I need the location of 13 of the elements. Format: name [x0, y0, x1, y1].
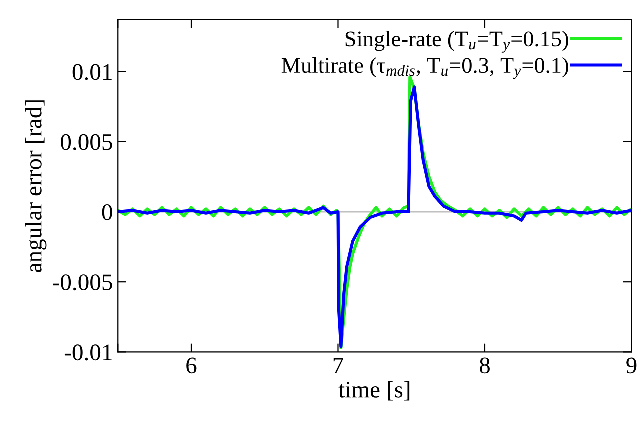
x-tick-label: 6 [186, 358, 197, 374]
legend-label: Multirate (τ$_{mdis}$, T$_{u}$=0.3, T$_{y}$=0.1) [282, 57, 568, 80]
x-tick-label: 8 [480, 358, 490, 374]
y-tick-label: -0.01 [64, 344, 112, 361]
x-tick-label: 9 [626, 358, 637, 374]
x-axis-title: time [s] [338, 381, 410, 401]
y-tick-label: 0 [102, 204, 112, 220]
y-tick-label: -0.005 [53, 274, 112, 291]
y-tick-label: 0.005 [61, 134, 112, 150]
y-tick-label: 0.01 [72, 64, 112, 80]
x-tick-label: 7 [334, 358, 344, 374]
y-axis-title: angular error [rad] [25, 100, 47, 272]
legend-label: Single-rate (T$_{u}$=T$_{y}$=0.15) [346, 31, 568, 53]
